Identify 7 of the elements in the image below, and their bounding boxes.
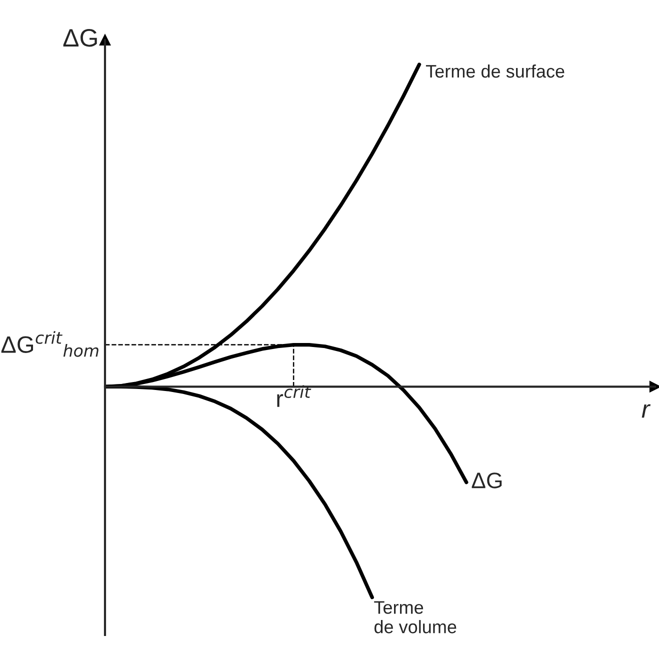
- y-axis-title: ΔG: [63, 29, 97, 47]
- ref-line-label: ΔG$^{crit}$$_{hom}$: [1, 331, 98, 357]
- annotation: r$^{crit}$: [277, 385, 312, 407]
- series-label: ΔG: [472, 472, 502, 488]
- series-label: Terme de volume: [374, 601, 456, 634]
- x-axis-title: r: [642, 404, 651, 418]
- series-label: Terme de surface: [426, 64, 564, 78]
